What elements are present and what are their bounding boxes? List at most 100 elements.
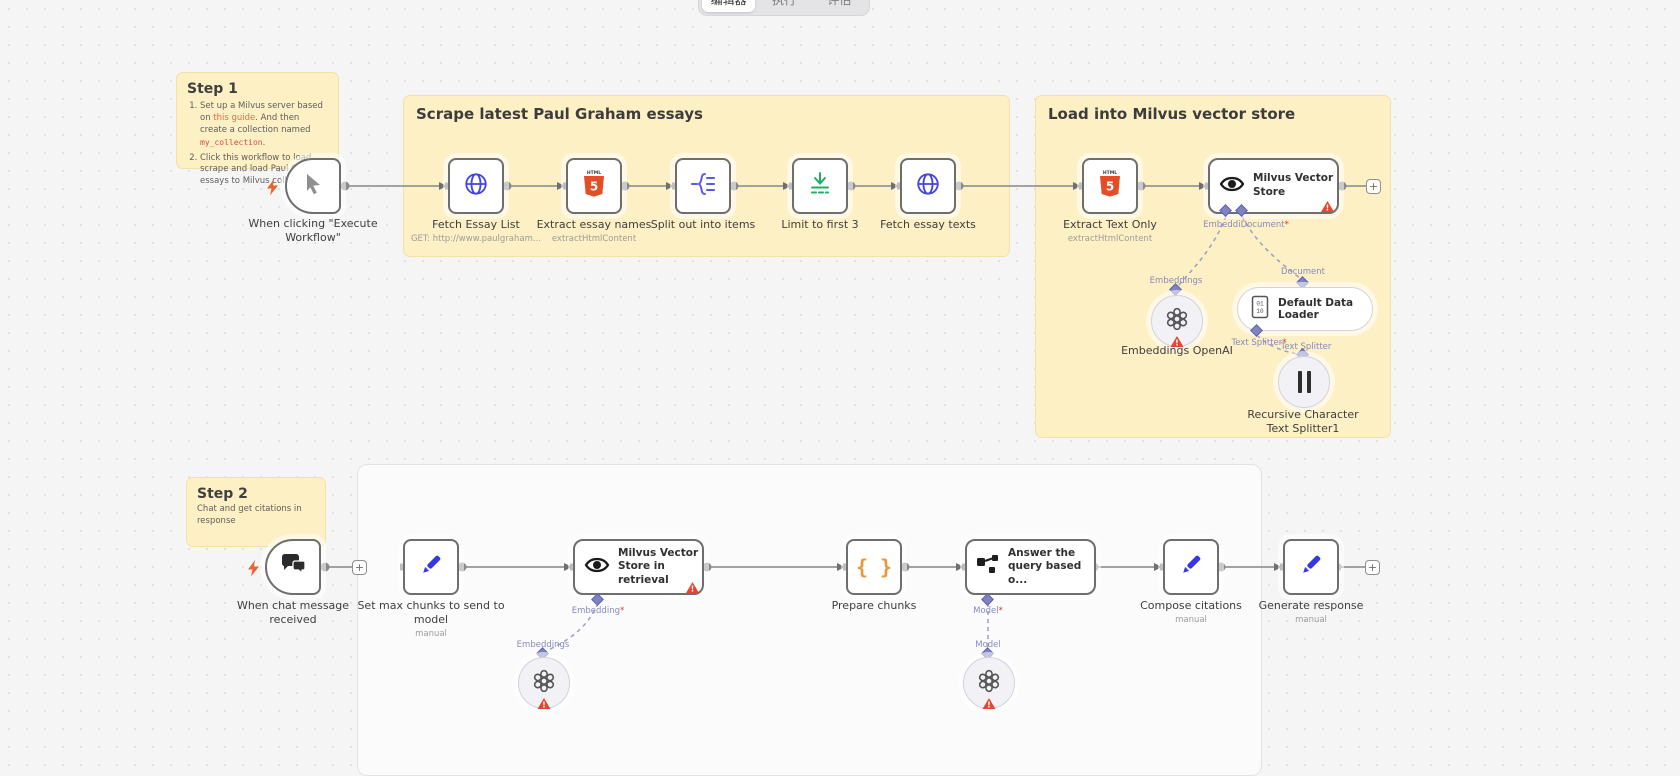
node-prepare-chunks[interactable]: { } [846, 539, 902, 595]
node-milvus-retrieval[interactable]: Milvus Vector Store in retrieval ! [573, 539, 704, 595]
milvus-store-title: Milvus Vector Store [1253, 172, 1334, 198]
sticky-step1-title: Step 1 [187, 81, 238, 97]
add-node-button[interactable]: + [1366, 179, 1381, 194]
node-execute-workflow-trigger[interactable] [285, 158, 341, 214]
warning-icon[interactable]: ! [537, 695, 551, 710]
globe-icon [463, 171, 489, 201]
pencil-icon [1298, 552, 1324, 582]
node-compose-citations[interactable] [1163, 539, 1219, 595]
sticky-note-step1[interactable]: Step 1 Set up a Milvus server based on t… [176, 72, 339, 186]
sticky-note-chat-area[interactable] [357, 464, 1262, 776]
node-limit[interactable] [792, 158, 848, 214]
answer-query-title: Answer the query based o... [1008, 546, 1082, 586]
svg-text:!: ! [1175, 339, 1179, 348]
node-set-max-chunks[interactable] [403, 539, 459, 595]
node-recursive-splitter[interactable] [1278, 356, 1330, 408]
graph-icon [976, 554, 1000, 580]
sticky-note-step2[interactable]: Step 2 Chat and get citations in respons… [186, 477, 326, 547]
svg-text:01: 01 [1256, 301, 1264, 308]
tab-executions[interactable]: 执行 [757, 0, 810, 12]
node-split-out[interactable] [675, 158, 731, 214]
svg-text:HTML: HTML [1103, 170, 1117, 176]
node-extract-essay-names[interactable]: HTML 5 [566, 158, 622, 214]
svg-text:!: ! [542, 701, 546, 710]
node-generate-response[interactable] [1283, 539, 1339, 595]
svg-text:10: 10 [1256, 308, 1264, 315]
node-embeddings-openai-2[interactable]: ! [518, 657, 570, 710]
node-answer-query[interactable]: Answer the query based o... [965, 539, 1096, 595]
chat-bubbles-icon [279, 553, 307, 581]
node-openai-model[interactable]: ! [963, 657, 1015, 710]
warning-icon[interactable]: ! [1321, 198, 1334, 213]
port-label-embedding-required: Embedding* [571, 606, 625, 616]
braces-icon: { } [855, 555, 893, 579]
tab-evaluations[interactable]: 评估 [813, 0, 866, 12]
pencil-icon [418, 552, 444, 582]
svg-text:!: ! [987, 701, 991, 710]
port-label-text-splitter: Text Splitter [1280, 342, 1332, 352]
node-label-compose-citations: Compose citations manual [1140, 599, 1242, 625]
node-default-data-loader[interactable]: 01 10 Default Data Loader [1237, 287, 1373, 331]
text-splitter-icon [1297, 371, 1311, 393]
globe-icon [915, 171, 941, 201]
guide-link[interactable]: this guide [213, 112, 256, 123]
node-label-fetch-essay-list: Fetch Essay List GET: http://www.paulgra… [410, 218, 542, 244]
html5-icon: HTML 5 [581, 169, 607, 203]
node-label-extract-text-only: Extract Text Only extractHtmlContent [1063, 218, 1157, 244]
pencil-icon [1178, 552, 1204, 582]
port-label-embedding-document: EmbeddiDocument* [1203, 220, 1289, 230]
default-data-loader-title: Default Data Loader [1278, 297, 1354, 321]
html5-icon: HTML 5 [1097, 169, 1123, 203]
milvus-retrieval-title: Milvus Vector Store in retrieval [618, 546, 699, 586]
port-label-document: Document [1280, 267, 1326, 277]
node-fetch-essay-list[interactable] [448, 158, 504, 214]
add-node-button[interactable]: + [1365, 560, 1380, 575]
node-label-extract-essay-names: Extract essay names extractHtmlContent [536, 218, 652, 244]
sticky-step1-body: Set up a Milvus server based on this gui… [177, 101, 338, 197]
node-extract-text-only[interactable]: HTML 5 [1082, 158, 1138, 214]
limit-icon [807, 171, 833, 201]
port-label-embeddings: Embeddings [516, 640, 570, 650]
tab-editor[interactable]: 编辑器 [702, 0, 756, 12]
openai-icon [976, 668, 1002, 698]
node-embeddings-openai-1[interactable]: ! [1151, 295, 1203, 348]
node-label-generate-response: Generate response manual [1258, 599, 1364, 625]
node-milvus-vector-store[interactable]: Milvus Vector Store ! [1208, 158, 1339, 214]
trigger-lightning-icon [248, 560, 259, 577]
svg-text:5: 5 [1106, 180, 1114, 194]
port-label-text-splitter-required: Text Splitter* [1231, 338, 1287, 348]
milvus-eye-icon [1219, 173, 1245, 199]
svg-text:HTML: HTML [587, 170, 601, 176]
node-label-embeddings-openai-1: Embeddings OpenAI [1121, 344, 1233, 357]
node-chat-trigger[interactable] [265, 539, 321, 595]
view-tabbar: 编辑器 执行 评估 [698, 0, 870, 16]
node-label-fetch-essay-texts: Fetch essay texts [880, 218, 976, 231]
warning-icon[interactable]: ! [1170, 333, 1184, 348]
openai-icon [1164, 306, 1190, 336]
binary-file-icon: 01 10 [1250, 295, 1270, 323]
node-label-execute-trigger: When clicking "Execute Workflow" [248, 217, 378, 244]
sticky-load-title: Load into Milvus vector store [1048, 105, 1296, 123]
port-label-model-required: Model* [973, 606, 1003, 616]
add-node-button[interactable]: + [352, 560, 367, 575]
port-label-embeddings: Embeddings [1149, 276, 1203, 286]
node-label-recursive-splitter: Recursive Character Text Splitter1 [1247, 408, 1359, 435]
node-label-set-max-chunks: Set max chunks to send to model manual [357, 599, 505, 639]
sticky-step2-body: Chat and get citations in response [197, 504, 302, 526]
step1-item2: Click this workflow to load scrape and l… [200, 153, 328, 189]
sticky-step2-title: Step 2 [197, 486, 248, 502]
warning-icon[interactable]: ! [982, 695, 996, 710]
trigger-lightning-icon [267, 179, 278, 196]
milvus-eye-icon [584, 554, 610, 580]
svg-text:!: ! [1326, 204, 1330, 213]
svg-text:!: ! [691, 585, 695, 594]
openai-icon [531, 668, 557, 698]
node-label-limit: Limit to first 3 [781, 218, 859, 231]
step1-item1: Set up a Milvus server based on this gui… [200, 101, 328, 150]
node-fetch-essay-texts[interactable] [900, 158, 956, 214]
port-label-model: Model [975, 640, 1001, 650]
sticky-scrape-title: Scrape latest Paul Graham essays [416, 105, 703, 123]
warning-icon[interactable]: ! [686, 579, 699, 594]
split-out-icon [690, 171, 716, 201]
